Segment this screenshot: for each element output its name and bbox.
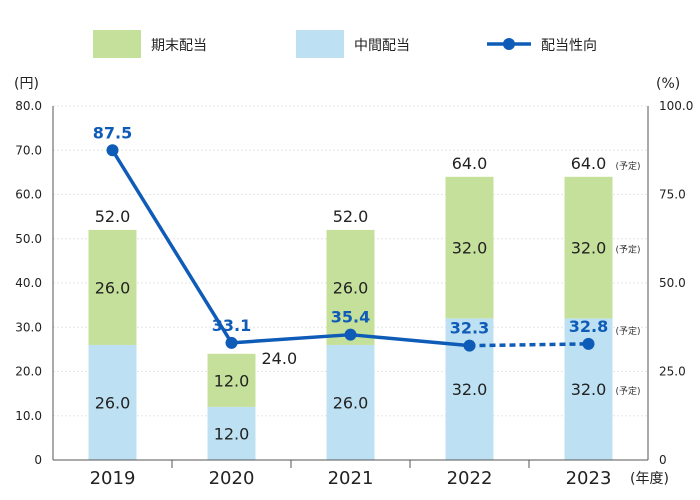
left-axis-unit: (円) [14,76,39,92]
left-tick-label: 70.0 [15,143,42,157]
label-interim-2022: 32.0 [452,380,488,399]
label-interim-2021: 26.0 [333,393,369,412]
bar-final-2021 [326,229,375,345]
left-tick-label: 80.0 [15,99,42,113]
left-tick-label: 50.0 [15,232,42,246]
bar-interim-2020 [207,406,256,460]
label-total-2020: 24.0 [262,349,298,368]
legend-swatch-interim [296,30,344,58]
label-final-2021: 26.0 [333,278,369,297]
label-final-2019: 26.0 [95,278,131,297]
category-label-2019: 2019 [90,468,136,489]
legend-swatch-final [93,30,141,58]
left-tick-label: 60.0 [15,188,42,202]
label-interim-2023: 32.0 [571,380,607,399]
ratio-point-2021 [344,328,357,341]
label-final-2023: 32.0 [571,239,607,258]
legend-marker-ratio [503,38,515,50]
ratio-label-2021: 35.4 [331,308,370,327]
left-tick-label: 20.0 [15,365,42,379]
ratio-label-2020: 33.1 [212,316,251,335]
bar-final-2020 [207,353,256,407]
forecast-note-2023-0: (予定) [616,160,641,172]
category-label-2023: 2023 [566,468,612,489]
forecast-note-2023-1: (予定) [616,244,641,256]
label-final-2020: 12.0 [214,371,250,390]
left-tick-label: 10.0 [15,409,42,423]
line-segment-2019-2020 [111,149,233,344]
label-final-2022: 32.0 [452,239,488,258]
label-interim-2019: 26.0 [95,393,131,412]
legend: 期末配当 中間配当 配当性向 [93,30,597,58]
category-label-2021: 2021 [328,468,374,489]
left-tick-label: 30.0 [15,320,42,334]
ratio-point-2019 [106,144,119,157]
label-interim-2020: 12.0 [214,424,250,443]
right-tick-label: 0 [659,453,667,467]
ratio-point-2020 [225,336,238,349]
label-total-2022: 64.0 [452,154,488,173]
bar-final-2022 [445,176,494,319]
legend-label-interim: 中間配当 [354,38,410,54]
label-total-2019: 52.0 [95,207,131,226]
ratio-label-2019: 87.5 [93,123,132,142]
ratio-label-2022: 32.3 [450,319,489,338]
data-labels: 26.0 26.0 52.0 12.0 12.0 24.0 26.0 26.0 52.0 32.0… [93,123,641,443]
right-axis-unit: (%) [656,76,680,92]
line-segment-2020-2021 [231,332,351,345]
legend-label-ratio: 配当性向 [541,38,597,54]
label-total-2021: 52.0 [333,207,369,226]
right-tick-label: 25.0 [659,365,686,379]
right-tick-label: 100.0 [659,99,693,113]
ratio-point-2023 [582,337,595,350]
axes: 0 10.0 20.0 30.0 40.0 50.0 60.0 70.0 80.0 0 25.0 50… [14,76,693,489]
bar-final-2019 [88,229,137,345]
x-axis-unit: (年度) [630,471,669,487]
label-total-2023: 64.0 [571,154,607,173]
line-segment-2021-2022 [350,332,470,348]
ratio-label-2023: 32.8 [569,317,608,336]
right-tick-label: 50.0 [659,276,686,290]
category-label-2022: 2022 [447,468,493,489]
payout-ratio-line [106,144,595,352]
bars [88,176,613,460]
forecast-note-2023-3: (予定) [616,385,641,397]
bar-interim-2021 [326,344,375,460]
bar-interim-2019 [88,344,137,460]
left-tick-label: 0 [34,453,42,467]
ratio-point-2022 [463,339,476,352]
bar-final-2023 [564,176,613,319]
legend-label-final: 期末配当 [151,38,207,54]
left-tick-label: 40.0 [15,276,42,290]
category-label-2020: 2020 [209,468,255,489]
forecast-note-2023-2: (予定) [616,325,641,337]
right-tick-label: 75.0 [659,188,686,202]
